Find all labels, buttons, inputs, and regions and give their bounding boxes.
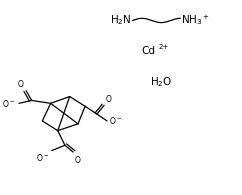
Text: O$^-$: O$^-$ xyxy=(2,98,15,109)
Text: +: + xyxy=(203,14,209,20)
Text: H$_2$O: H$_2$O xyxy=(151,75,173,89)
Text: H$_2$N: H$_2$N xyxy=(110,14,131,27)
Text: O: O xyxy=(75,156,80,165)
Text: Cd: Cd xyxy=(141,46,155,56)
Text: O$^-$: O$^-$ xyxy=(36,152,49,163)
Text: O$^-$: O$^-$ xyxy=(109,115,122,126)
Text: O: O xyxy=(18,80,24,89)
Text: O: O xyxy=(105,95,111,104)
Text: 2+: 2+ xyxy=(158,44,169,50)
Text: NH$_3$: NH$_3$ xyxy=(182,14,203,27)
